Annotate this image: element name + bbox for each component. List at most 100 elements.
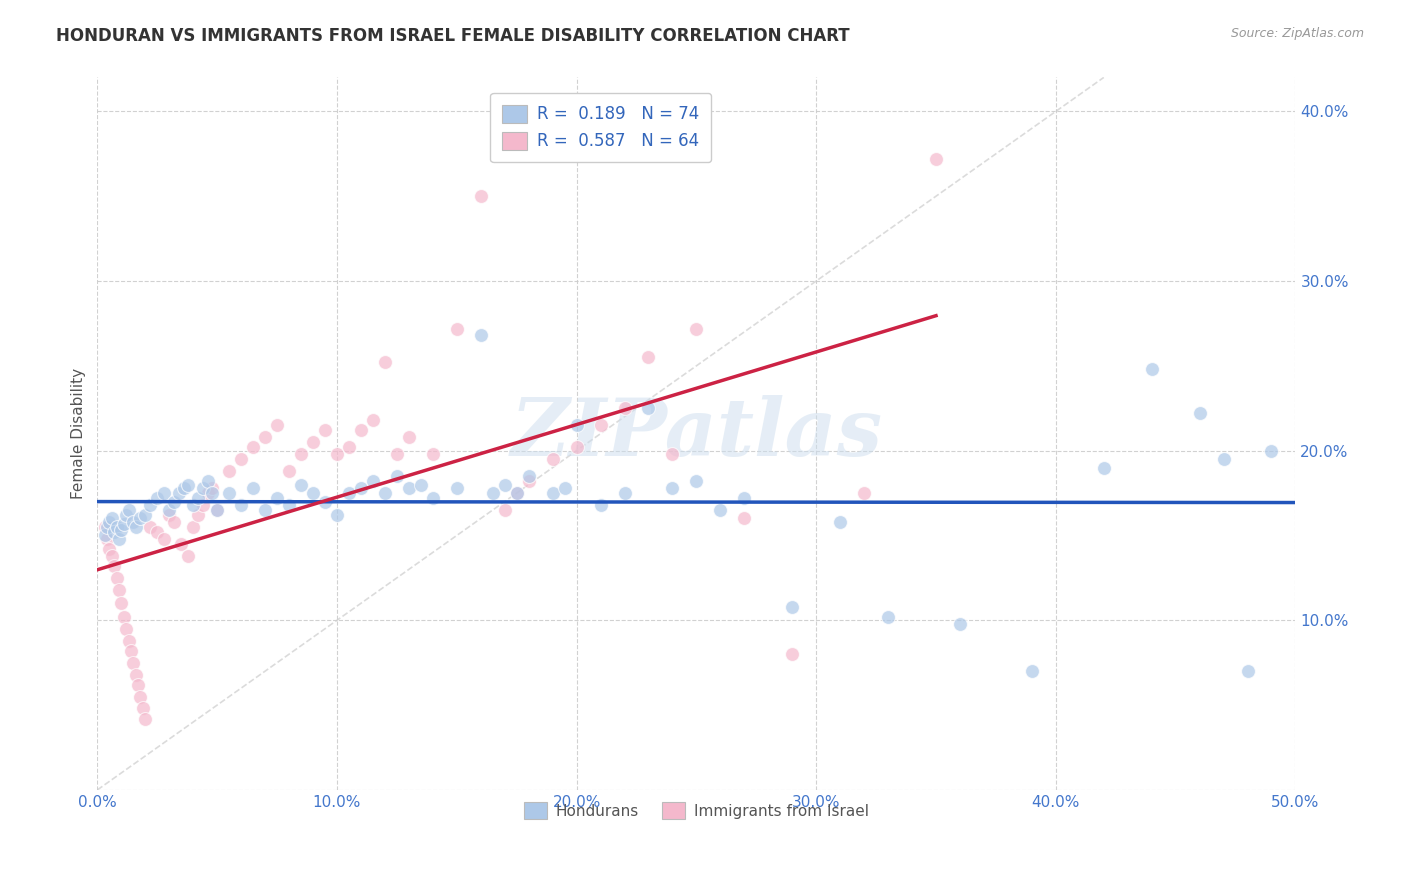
Point: [146, 491, 169, 505]
Point: [780, 599, 803, 614]
Point: [242, 440, 264, 454]
Point: [112, 516, 135, 531]
Point: [125, 667, 148, 681]
Point: [278, 498, 301, 512]
Point: [205, 503, 228, 517]
Point: [120, 644, 142, 658]
Legend: Hondurans, Immigrants from Israel: Hondurans, Immigrants from Israel: [517, 797, 875, 825]
Point: [290, 477, 312, 491]
Point: [187, 508, 209, 522]
Point: [422, 447, 444, 461]
Point: [266, 491, 288, 505]
Point: [98, 542, 121, 557]
Point: [398, 430, 420, 444]
Point: [637, 351, 659, 365]
Point: [565, 440, 588, 454]
Point: [661, 481, 683, 495]
Point: [96, 520, 118, 534]
Point: [100, 511, 122, 525]
Point: [122, 515, 145, 529]
Point: [139, 520, 162, 534]
Point: [877, 610, 900, 624]
Point: [201, 481, 224, 495]
Point: [127, 678, 149, 692]
Point: [494, 503, 516, 517]
Point: [115, 622, 138, 636]
Point: [254, 503, 277, 517]
Point: [96, 532, 118, 546]
Point: [1260, 443, 1282, 458]
Point: [167, 486, 190, 500]
Point: [446, 481, 468, 495]
Point: [197, 474, 219, 488]
Point: [218, 464, 240, 478]
Point: [949, 616, 972, 631]
Point: [242, 481, 264, 495]
Point: [925, 152, 948, 166]
Point: [229, 498, 252, 512]
Point: [780, 647, 803, 661]
Point: [481, 486, 503, 500]
Point: [1021, 664, 1043, 678]
Point: [218, 486, 240, 500]
Point: [685, 474, 707, 488]
Point: [112, 610, 135, 624]
Text: HONDURAN VS IMMIGRANTS FROM ISRAEL FEMALE DISABILITY CORRELATION CHART: HONDURAN VS IMMIGRANTS FROM ISRAEL FEMAL…: [56, 27, 849, 45]
Point: [93, 528, 115, 542]
Point: [314, 494, 336, 508]
Point: [1188, 406, 1211, 420]
Point: [108, 582, 131, 597]
Point: [733, 491, 755, 505]
Point: [409, 477, 432, 491]
Point: [398, 481, 420, 495]
Point: [422, 491, 444, 505]
Point: [191, 498, 214, 512]
Point: [229, 452, 252, 467]
Point: [129, 690, 152, 704]
Point: [385, 447, 408, 461]
Point: [157, 503, 180, 517]
Point: [105, 571, 128, 585]
Point: [170, 537, 193, 551]
Point: [177, 477, 200, 491]
Point: [637, 401, 659, 416]
Point: [290, 447, 312, 461]
Point: [314, 423, 336, 437]
Point: [254, 430, 277, 444]
Point: [517, 474, 540, 488]
Point: [494, 477, 516, 491]
Point: [181, 498, 204, 512]
Point: [266, 418, 288, 433]
Point: [337, 486, 360, 500]
Point: [100, 549, 122, 563]
Point: [374, 486, 396, 500]
Point: [302, 435, 325, 450]
Point: [115, 508, 138, 522]
Point: [117, 503, 139, 517]
Point: [685, 321, 707, 335]
Point: [132, 701, 155, 715]
Point: [385, 469, 408, 483]
Point: [565, 418, 588, 433]
Point: [122, 656, 145, 670]
Point: [1236, 664, 1258, 678]
Point: [205, 503, 228, 517]
Point: [661, 447, 683, 461]
Point: [505, 486, 527, 500]
Point: [110, 524, 132, 538]
Point: [350, 481, 373, 495]
Text: Source: ZipAtlas.com: Source: ZipAtlas.com: [1230, 27, 1364, 40]
Point: [177, 549, 200, 563]
Point: [191, 481, 214, 495]
Point: [302, 486, 325, 500]
Point: [1140, 362, 1163, 376]
Point: [613, 401, 636, 416]
Point: [125, 520, 148, 534]
Point: [181, 520, 204, 534]
Point: [374, 355, 396, 369]
Point: [153, 486, 176, 500]
Point: [146, 524, 169, 539]
Point: [1092, 460, 1115, 475]
Point: [201, 486, 224, 500]
Point: [117, 633, 139, 648]
